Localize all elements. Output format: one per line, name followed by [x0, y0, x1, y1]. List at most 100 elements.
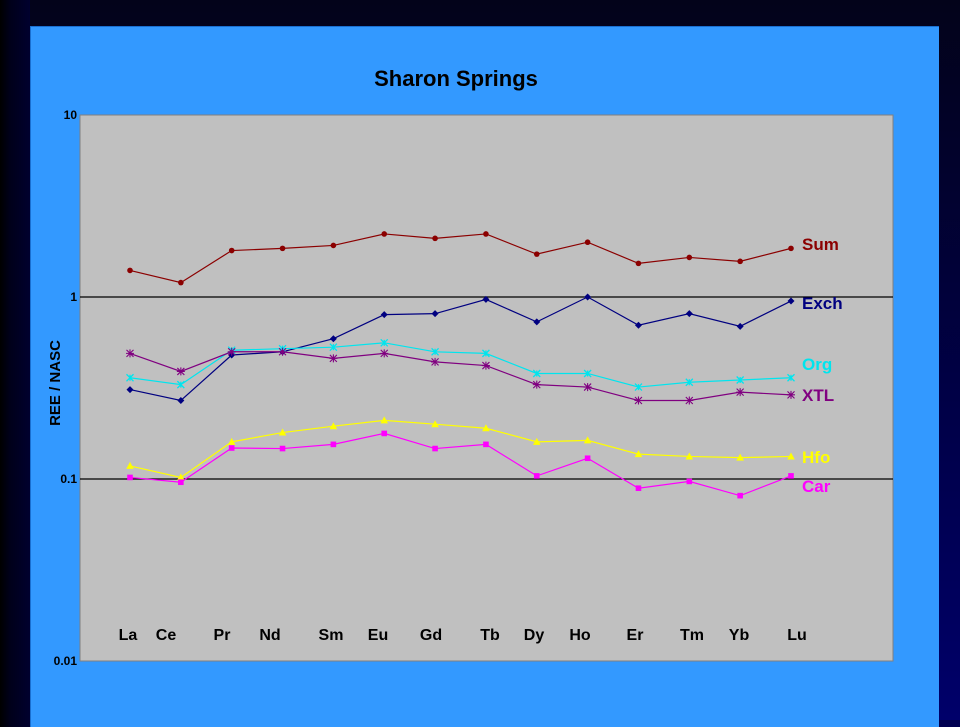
y-tick-label: 10 [64, 108, 78, 122]
x-tick-labels: La Ce Pr Nd Sm Eu Gd Tb Dy Ho Er Tm Yb Lu [119, 627, 807, 644]
data-point-org [329, 343, 338, 352]
x-tick-label: Ho [569, 627, 591, 644]
data-point-xtl [736, 388, 745, 397]
data-point-car [228, 445, 235, 451]
series-line-exch [129, 296, 792, 402]
data-point-exch [177, 396, 185, 404]
y-tick-label: 0.01 [54, 654, 78, 668]
x-tick-label: Tb [480, 627, 500, 644]
x-tick-label: Gd [420, 627, 442, 644]
data-point-xtl [532, 380, 541, 389]
data-point-org [126, 373, 134, 382]
data-point-org [634, 383, 643, 392]
data-point-hfo [583, 436, 592, 444]
data-point-exch [634, 321, 642, 329]
x-tick-label: La [119, 627, 138, 644]
data-point-exch [329, 335, 337, 343]
data-point-exch [584, 293, 592, 301]
y-tick-label: 1 [70, 290, 77, 304]
data-point-org [176, 380, 185, 389]
data-point-exch [431, 310, 439, 318]
data-point-hfo [482, 424, 490, 432]
series-line-car [129, 432, 792, 497]
data-point-car [279, 445, 286, 452]
data-point-org [431, 347, 440, 356]
data-point-hfo [329, 422, 338, 430]
data-point-car [737, 492, 743, 499]
data-point-xtl [329, 354, 338, 363]
x-tick-label: Dy [524, 627, 545, 644]
data-point-car [584, 455, 591, 462]
data-point-sum [483, 231, 489, 237]
data-point-xtl [227, 347, 236, 356]
data-point-org [380, 338, 389, 347]
x-tick-label: Eu [368, 627, 388, 644]
data-point-sum [686, 254, 693, 261]
data-point-car [635, 485, 642, 492]
data-point-sum [737, 258, 743, 265]
data-point-xtl [481, 361, 490, 370]
data-point-car [533, 473, 540, 479]
data-point-sum [228, 247, 235, 254]
series-group [126, 231, 795, 499]
data-point-car [178, 479, 184, 486]
data-point-sum [533, 251, 540, 257]
data-point-org [685, 378, 694, 387]
data-point-car [432, 445, 438, 452]
data-point-sum [635, 260, 642, 267]
data-point-hfo [126, 461, 134, 469]
data-point-car [483, 441, 489, 448]
x-tick-label: Lu [787, 627, 807, 644]
data-point-xtl [431, 357, 440, 366]
data-point-sum [178, 279, 184, 286]
y-axis-label: REE / NASC [47, 340, 64, 426]
data-point-hfo [736, 453, 744, 461]
data-point-xtl [176, 367, 185, 376]
series-label-org: Org [802, 355, 832, 374]
data-point-car [686, 478, 693, 485]
data-point-hfo [634, 450, 643, 458]
data-point-exch [533, 318, 541, 326]
x-tick-label: Nd [259, 627, 280, 644]
series-line-xtl [129, 351, 792, 402]
x-tick-label: Pr [214, 627, 231, 644]
series-label-car: Car [802, 477, 831, 496]
data-point-hfo [278, 428, 287, 436]
data-point-hfo [431, 420, 439, 428]
data-point-sum [381, 231, 388, 237]
series-label-exch: Exch [802, 294, 843, 313]
data-point-sum [432, 235, 438, 242]
y-tick-label: 0.1 [60, 472, 77, 486]
data-point-exch [380, 311, 388, 319]
data-point-hfo [380, 416, 389, 424]
plot-area [79, 114, 894, 662]
x-tick-label: Er [627, 627, 644, 644]
data-point-hfo [227, 437, 236, 445]
data-point-org [787, 373, 795, 382]
data-point-exch [126, 386, 134, 394]
series-label-sum: Sum [802, 235, 839, 254]
data-point-org [532, 369, 541, 378]
data-point-org [481, 349, 490, 358]
data-point-sum [330, 242, 337, 249]
data-point-xtl [787, 390, 795, 399]
series-line-hfo [129, 419, 792, 479]
data-point-exch [685, 310, 693, 318]
chart-title: Sharon Springs [374, 66, 538, 91]
data-point-org [736, 376, 745, 384]
data-point-car [330, 441, 337, 448]
data-point-xtl [634, 396, 643, 405]
data-point-org [583, 369, 592, 378]
y-tick-labels: 10 1 0.1 0.01 [54, 108, 78, 668]
data-point-hfo [685, 452, 694, 460]
data-point-xtl [685, 396, 694, 405]
data-point-sum [584, 239, 591, 246]
x-tick-label: Yb [729, 627, 750, 644]
data-point-car [127, 474, 133, 481]
data-point-car [788, 473, 794, 479]
series-label-xtl: XTL [802, 386, 834, 405]
data-point-sum [788, 245, 794, 252]
data-point-sum [127, 267, 133, 274]
data-point-exch [736, 322, 744, 330]
